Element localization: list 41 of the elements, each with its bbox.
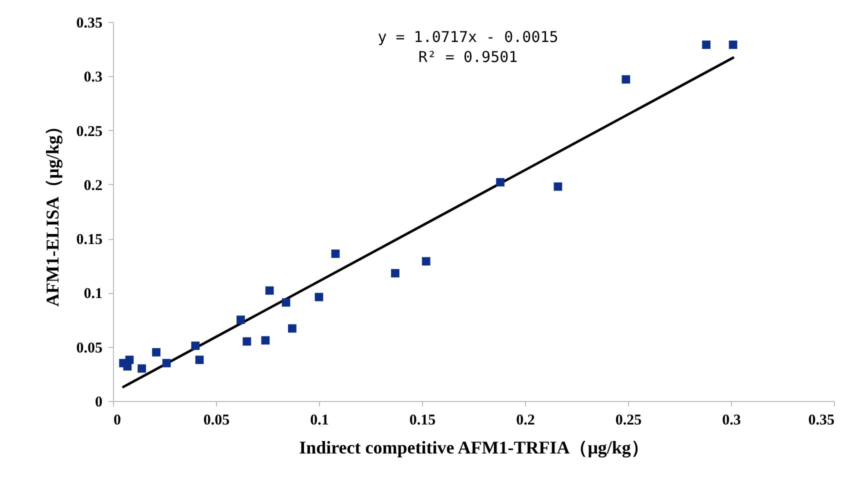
- point: [391, 269, 400, 278]
- point: [282, 298, 290, 307]
- point: [265, 286, 274, 295]
- point: [288, 324, 296, 333]
- point: [422, 257, 430, 266]
- annotation: y = 1.0717x - 0.0015: [378, 28, 558, 46]
- point: [622, 75, 630, 84]
- point: [236, 316, 245, 324]
- point: [138, 364, 146, 373]
- y-axis-title: AFM1-ELISA（μg/kg）: [42, 117, 62, 307]
- x-tick-label: 0.35: [808, 412, 834, 428]
- x-axis-title: Indirect competitive AFM1-TRFIA（μg/kg）: [299, 438, 649, 458]
- x-tick-label: 0.05: [203, 412, 230, 428]
- point: [554, 182, 562, 191]
- x-tick-label: 0.15: [409, 412, 436, 428]
- y-tick-label: 0.2: [84, 178, 102, 194]
- x-tick-label: 0: [114, 412, 121, 428]
- y-tick-label: 0: [95, 394, 102, 410]
- point: [162, 358, 171, 368]
- y-tick-label: 0.1: [84, 286, 102, 302]
- point: [314, 292, 324, 302]
- point: [242, 337, 252, 346]
- x-tick-label: 0.2: [516, 412, 535, 428]
- y-tick-label: 0.05: [76, 340, 102, 356]
- point: [125, 356, 134, 364]
- point: [728, 40, 738, 49]
- point: [191, 342, 200, 350]
- point: [331, 250, 340, 258]
- point: [152, 348, 160, 356]
- point: [195, 356, 204, 364]
- point: [261, 336, 270, 345]
- x-tick-label: 0.25: [615, 412, 642, 428]
- x-tick-label: 0.1: [310, 412, 329, 428]
- y-tick-label: 0.35: [76, 16, 102, 32]
- y-tick-label: 0.15: [76, 232, 102, 248]
- point: [702, 40, 710, 49]
- x-tick-label: 0.3: [722, 412, 741, 428]
- y-tick-label: 0.3: [84, 70, 102, 86]
- point: [496, 178, 504, 186]
- y-tick-label: 0.25: [76, 124, 102, 140]
- annotation: R² = 0.9501: [418, 48, 518, 66]
